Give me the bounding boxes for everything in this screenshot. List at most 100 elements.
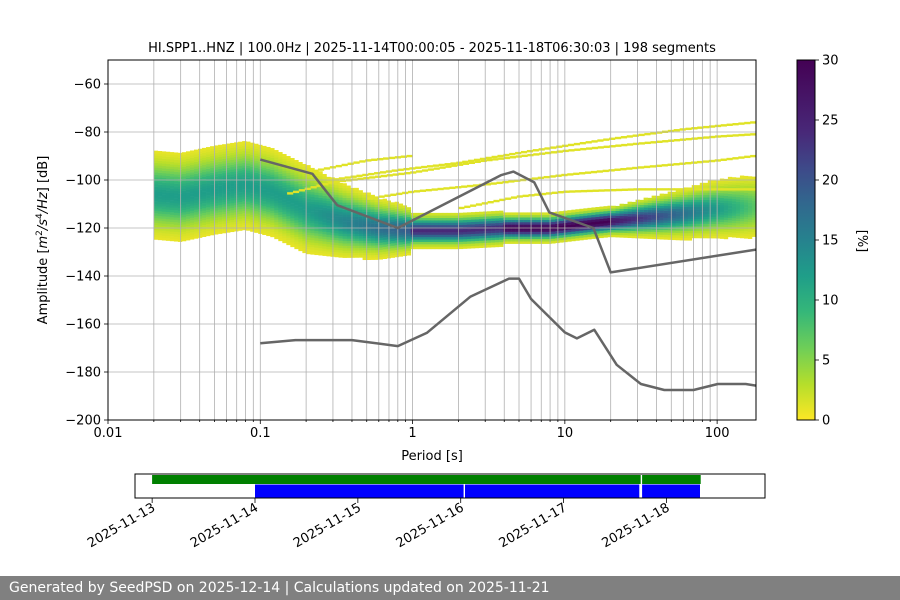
heatmap-cell <box>715 182 721 186</box>
heatmap-cell <box>334 187 339 191</box>
heatmap-cell <box>198 227 203 231</box>
heatmap-cell <box>711 223 717 227</box>
heatmap-cell <box>165 168 171 172</box>
heatmap-cell <box>202 215 207 218</box>
outlier-cell <box>475 203 483 206</box>
heatmap-cell <box>185 153 191 157</box>
heatmap-cell <box>402 236 408 240</box>
heatmap-cell <box>177 157 183 161</box>
heatmap-cell <box>234 211 239 215</box>
heatmap-cell <box>342 216 347 220</box>
heatmap-cell <box>663 193 668 197</box>
heatmap-cell <box>177 208 183 211</box>
heatmap-cell <box>739 206 745 210</box>
heatmap-cell <box>193 212 199 215</box>
timeline-tick-label: 2025-11-16 <box>394 500 467 551</box>
heatmap-cell <box>157 189 163 193</box>
heatmap-cell <box>314 249 319 253</box>
heatmap-cell <box>185 180 191 183</box>
colorbar-label: [%] <box>854 230 869 253</box>
heatmap-cell <box>310 182 315 186</box>
heatmap-cell <box>607 229 612 233</box>
colorbar-tick-label: 5 <box>822 354 830 369</box>
heatmap-cell <box>430 227 436 230</box>
heatmap-cell <box>430 234 436 238</box>
heatmap-cell <box>282 185 287 188</box>
heatmap-cell <box>655 210 660 213</box>
heatmap-cell <box>487 216 492 219</box>
heatmap-cell <box>314 197 319 200</box>
heatmap-cell <box>310 179 315 183</box>
heatmap-cell <box>663 220 668 223</box>
heatmap-cell <box>683 206 689 210</box>
heatmap-cell <box>238 204 243 207</box>
heatmap-cell <box>306 222 311 226</box>
heatmap-cell <box>306 241 311 245</box>
heatmap-cell <box>358 228 363 232</box>
heatmap-cell <box>193 190 199 194</box>
heatmap-cell <box>262 215 267 219</box>
heatmap-cell <box>193 233 199 237</box>
heatmap-cell <box>715 233 721 237</box>
heatmap-cell <box>414 244 420 247</box>
heatmap-cell <box>230 222 235 225</box>
outlier-cell <box>371 158 378 161</box>
heatmap-cell <box>173 183 179 187</box>
heatmap-cell <box>314 180 319 184</box>
outlier-cell <box>726 157 733 161</box>
heatmap-cell <box>254 215 259 219</box>
heatmap-cell <box>458 227 464 230</box>
heatmap-cell <box>727 232 733 235</box>
heatmap-cell <box>667 217 672 221</box>
outlier-cell <box>335 164 342 168</box>
heatmap-cell <box>290 220 295 224</box>
heatmap-cell <box>739 175 745 179</box>
heatmap-cell <box>338 240 343 244</box>
heatmap-cell <box>294 229 299 233</box>
heatmap-cell <box>157 220 163 224</box>
heatmap-cell <box>226 220 231 224</box>
heatmap-cell <box>262 232 267 235</box>
outlier-cell <box>400 155 407 158</box>
heatmap-cell <box>667 237 672 240</box>
heatmap-cell <box>370 238 375 241</box>
heatmap-cell <box>491 242 496 245</box>
heatmap-cell <box>302 200 307 203</box>
outlier-cell <box>481 202 488 205</box>
heatmap-cell <box>675 220 681 224</box>
outlier-cell <box>357 177 364 181</box>
timeline-bar <box>465 484 640 498</box>
heatmap-cell <box>286 204 291 207</box>
heatmap-cell <box>619 213 624 217</box>
heatmap-cell <box>515 229 520 232</box>
heatmap-cell <box>298 183 303 187</box>
heatmap-cell <box>334 252 339 255</box>
heatmap-cell <box>639 207 644 210</box>
heatmap-cell <box>719 209 725 213</box>
heatmap-cell <box>250 207 255 211</box>
heatmap-cell <box>731 194 737 197</box>
outlier-cell <box>431 188 438 191</box>
heatmap-cell <box>470 216 476 220</box>
heatmap-cell <box>354 209 359 213</box>
heatmap-cell <box>246 206 251 210</box>
heatmap-cell <box>715 228 721 232</box>
outlier-cell <box>726 123 733 126</box>
heatmap-cell <box>282 161 287 164</box>
heatmap-cell <box>274 219 279 223</box>
heatmap-cell <box>711 190 717 193</box>
heatmap-cell <box>302 231 307 234</box>
outlier-cell <box>347 162 354 165</box>
heatmap-cell <box>462 243 468 247</box>
outlier-cell <box>486 158 493 162</box>
heatmap-cell <box>169 171 175 174</box>
heatmap-cell <box>446 217 452 221</box>
heatmap-cell <box>198 225 203 229</box>
heatmap-cell <box>230 159 235 163</box>
heatmap-cell <box>286 216 291 219</box>
heatmap-cell <box>298 246 303 249</box>
heatmap-cell <box>254 148 259 152</box>
heatmap-cell <box>226 215 231 219</box>
heatmap-cell <box>739 235 745 239</box>
heatmap-cell <box>659 224 664 228</box>
